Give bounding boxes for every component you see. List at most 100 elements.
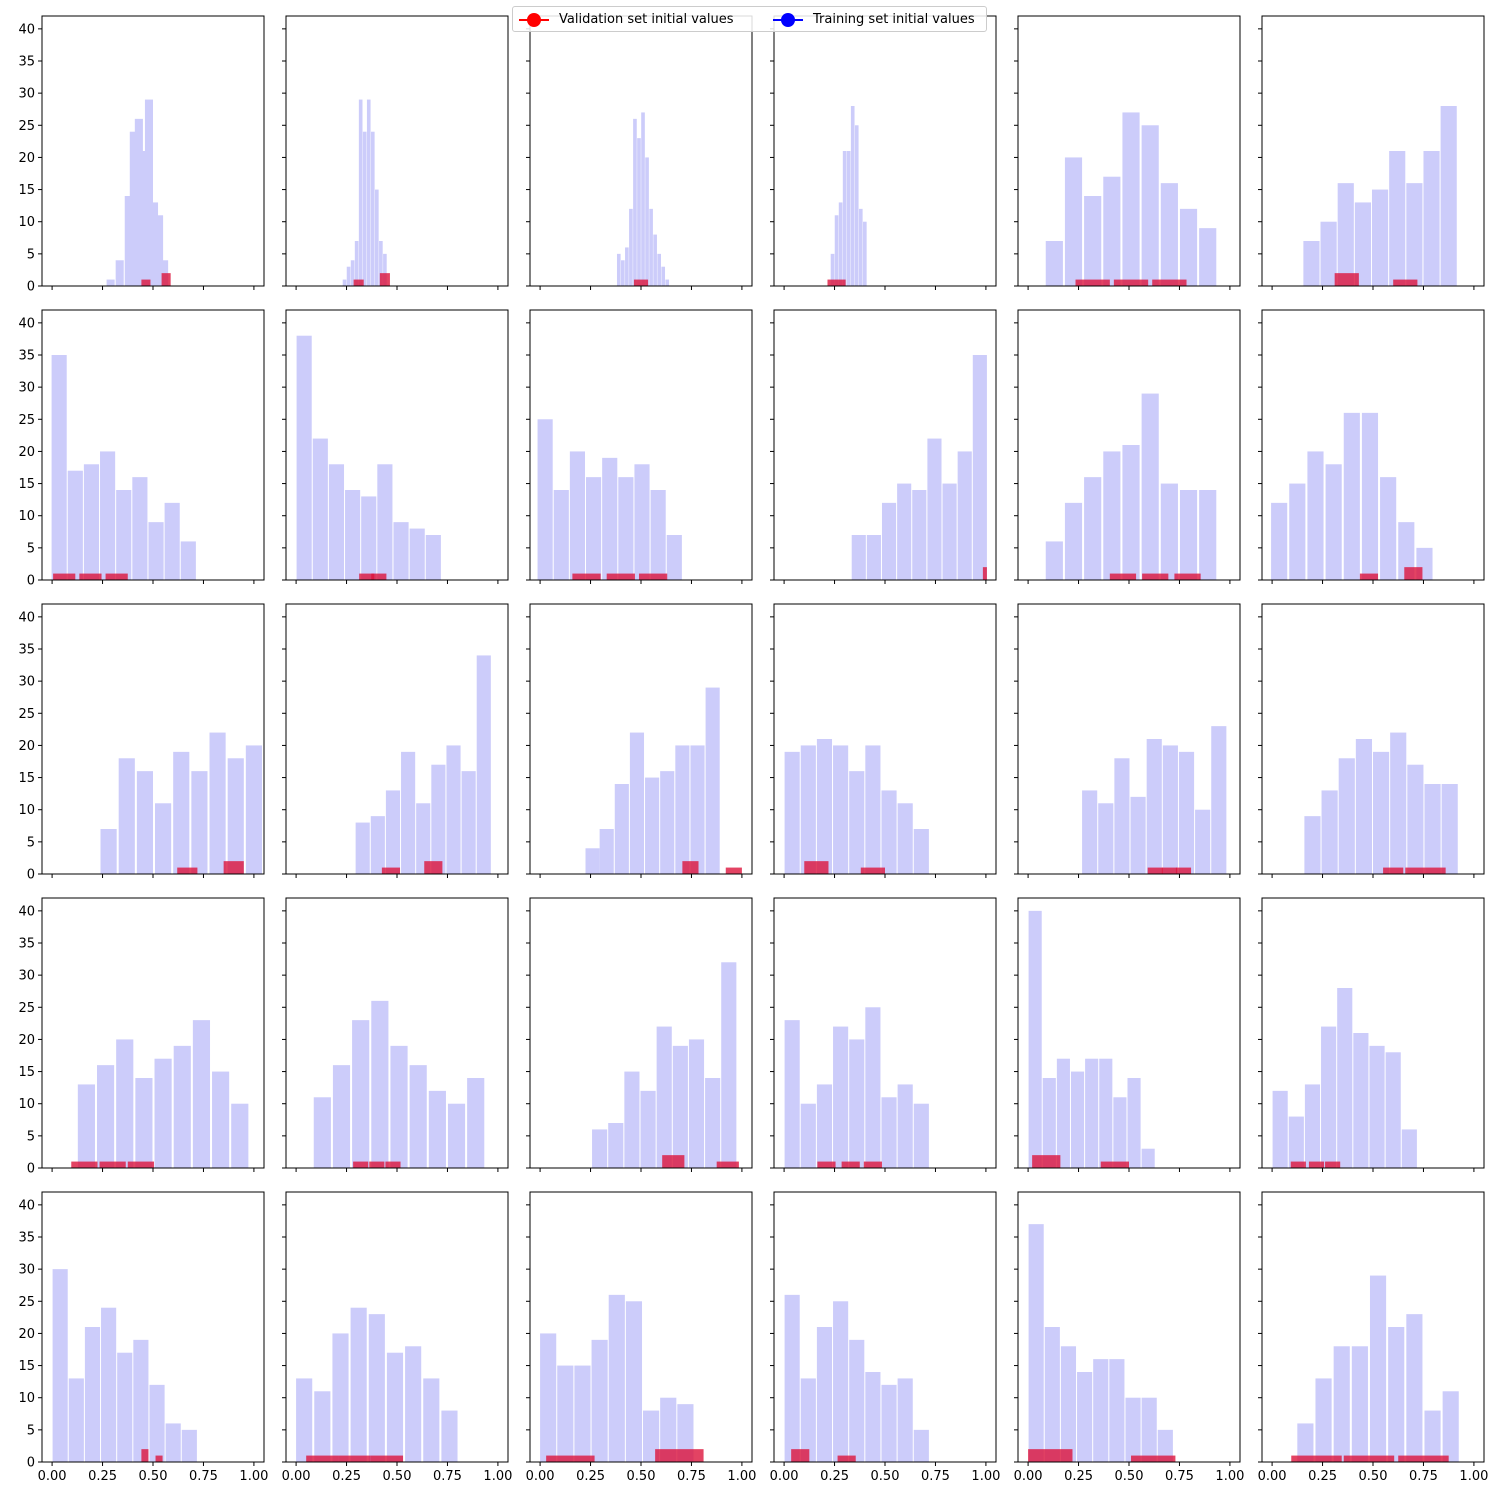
training-bar bbox=[1103, 176, 1121, 286]
training-bar bbox=[345, 490, 361, 580]
x-tick-label: 1.00 bbox=[239, 1469, 268, 1484]
subplot-27: 0.00 0.25 0.50 0.75 1.00 bbox=[526, 1191, 756, 1484]
y-tick-label: 40 bbox=[18, 316, 35, 331]
x-tick-label: 0.25 bbox=[88, 1469, 117, 1484]
axes-frame bbox=[773, 15, 997, 287]
subplot-26: 0.00 0.25 0.50 0.75 1.00 bbox=[282, 1191, 512, 1484]
training-bar bbox=[624, 1071, 640, 1168]
training-bar bbox=[441, 1410, 458, 1462]
training-bar bbox=[129, 131, 138, 286]
training-bar bbox=[854, 125, 859, 287]
training-bar bbox=[645, 157, 649, 286]
training-bar bbox=[1141, 393, 1159, 580]
training-bar bbox=[608, 1294, 625, 1462]
y-tick-label: 25 bbox=[18, 1001, 35, 1016]
validation-bar bbox=[381, 867, 401, 874]
x-tick-label: 1.00 bbox=[1215, 1469, 1244, 1484]
training-bar bbox=[409, 1065, 427, 1168]
training-bar bbox=[1297, 1423, 1314, 1462]
training-bar bbox=[616, 253, 621, 286]
training-bar bbox=[866, 535, 881, 580]
validation-bar bbox=[371, 573, 387, 580]
training-bar bbox=[1303, 241, 1320, 286]
validation-bar bbox=[1308, 1161, 1325, 1168]
subplot-17 bbox=[1014, 603, 1241, 878]
training-bar bbox=[881, 790, 897, 874]
validation-bar bbox=[141, 1449, 149, 1462]
validation-bar bbox=[716, 1161, 739, 1168]
validation-bar bbox=[546, 1455, 595, 1462]
training-bar bbox=[1307, 451, 1324, 580]
validation-bar bbox=[982, 567, 987, 580]
training-bar bbox=[355, 822, 370, 874]
training-bar bbox=[897, 1084, 913, 1168]
training-bar bbox=[409, 528, 425, 580]
validation-bar bbox=[424, 861, 443, 874]
training-bar bbox=[1351, 1346, 1368, 1462]
training-bar bbox=[149, 202, 159, 286]
training-bar bbox=[467, 1078, 485, 1168]
y-tick-label: 35 bbox=[18, 55, 35, 70]
training-bar bbox=[665, 279, 670, 286]
training-bar bbox=[1406, 183, 1423, 286]
training-bar bbox=[192, 1020, 211, 1168]
validation-bar bbox=[1325, 1161, 1341, 1168]
x-tick-label: 0.00 bbox=[38, 1469, 67, 1484]
training-bar bbox=[863, 221, 867, 286]
subplot-1: 0 5 10 15 20 25 30 35 40 bbox=[18, 15, 265, 295]
training-bar bbox=[154, 1058, 172, 1168]
training-bar bbox=[1407, 764, 1424, 874]
x-tick-label: 0.00 bbox=[282, 1469, 311, 1484]
training-bar bbox=[134, 118, 143, 286]
training-bar bbox=[1028, 1224, 1044, 1462]
training-bar bbox=[96, 1065, 115, 1168]
training-bar bbox=[1272, 1090, 1288, 1168]
training-bar bbox=[101, 1307, 117, 1462]
training-bar bbox=[1373, 751, 1390, 874]
training-bar bbox=[1093, 1359, 1109, 1462]
training-bar bbox=[431, 764, 446, 874]
validation-bar bbox=[606, 573, 635, 580]
training-bar bbox=[849, 1039, 865, 1168]
training-bar bbox=[313, 1097, 331, 1168]
y-tick-label: 40 bbox=[18, 904, 35, 919]
training-bar bbox=[784, 751, 800, 874]
training-bar bbox=[1343, 412, 1360, 580]
subplot-19: 0 5 10 15 20 25 30 35 40 bbox=[18, 897, 265, 1177]
training-bar bbox=[537, 419, 553, 580]
training-bar bbox=[1179, 490, 1198, 580]
training-bar bbox=[1084, 477, 1102, 580]
training-bar bbox=[1289, 483, 1306, 580]
training-bar bbox=[1179, 208, 1198, 286]
training-bar bbox=[1369, 1045, 1385, 1168]
x-tick-label: 0.00 bbox=[526, 1469, 555, 1484]
y-tick-label: 10 bbox=[18, 1391, 35, 1406]
training-bar bbox=[375, 189, 379, 286]
training-bar bbox=[645, 777, 660, 874]
y-tick-label: 10 bbox=[18, 1097, 35, 1112]
training-bar bbox=[1321, 790, 1338, 874]
training-bar bbox=[1406, 1314, 1423, 1462]
training-bar bbox=[1385, 1052, 1401, 1168]
training-bar bbox=[116, 490, 132, 580]
training-bar bbox=[296, 335, 312, 580]
training-bar bbox=[461, 771, 476, 874]
subplot-3 bbox=[526, 15, 753, 290]
x-tick-label: 0.50 bbox=[383, 1469, 412, 1484]
x-tick-label: 0.50 bbox=[1359, 1469, 1388, 1484]
subplot-5 bbox=[1014, 15, 1241, 290]
training-bar bbox=[133, 1339, 149, 1462]
training-bar bbox=[592, 1129, 608, 1168]
training-bar bbox=[881, 1097, 897, 1168]
training-bar bbox=[83, 464, 100, 580]
validation-bar bbox=[53, 573, 76, 580]
training-bar bbox=[661, 266, 666, 286]
training-bar bbox=[165, 1423, 181, 1462]
training-bar bbox=[118, 758, 135, 874]
training-bar bbox=[1098, 803, 1114, 874]
training-bar bbox=[106, 279, 115, 286]
training-bar bbox=[634, 464, 650, 580]
training-bar bbox=[181, 1429, 197, 1462]
subplot-2 bbox=[282, 15, 509, 290]
validation-bar bbox=[338, 1455, 371, 1462]
